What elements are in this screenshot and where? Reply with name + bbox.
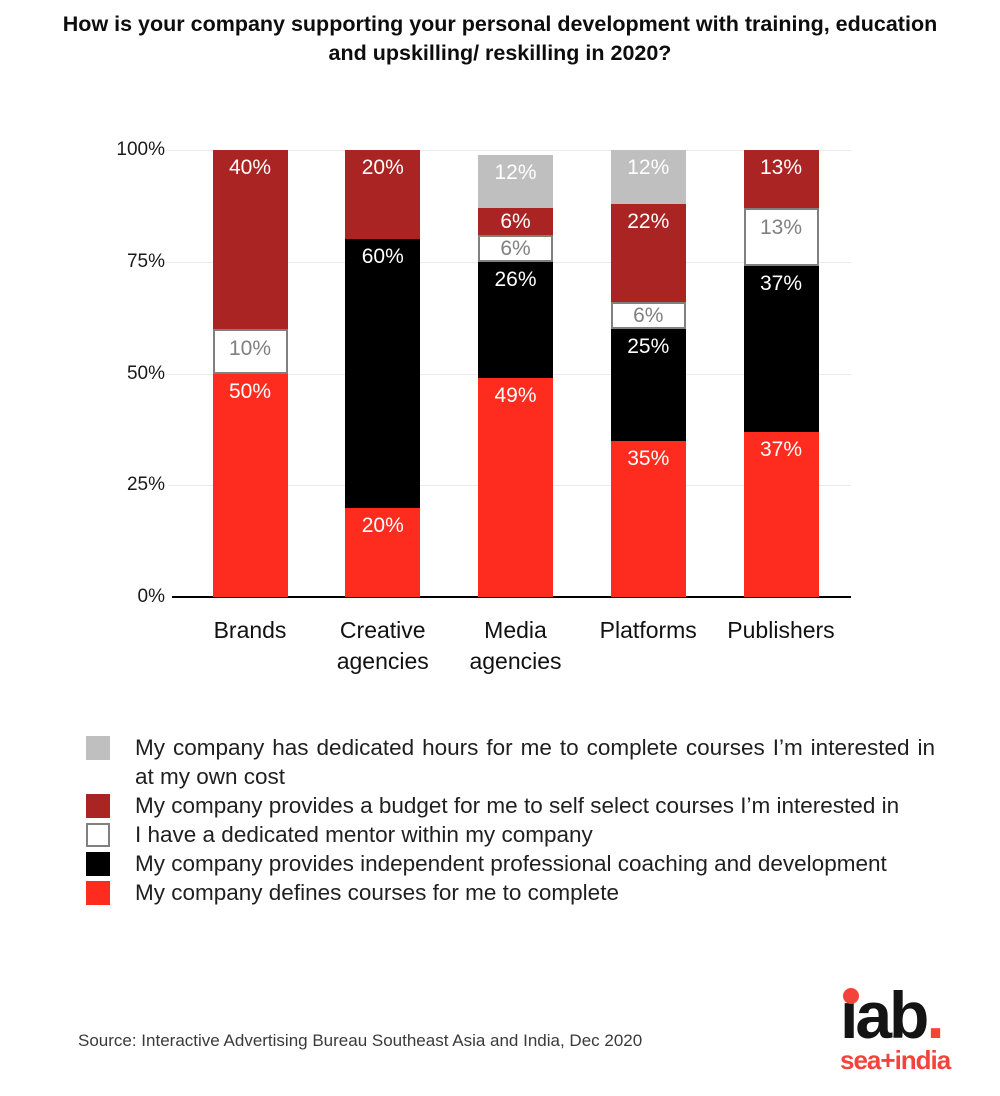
x-axis-label: Creative agencies	[336, 617, 429, 674]
bar-publishers: 37% 37% 13% 13%	[743, 150, 819, 597]
plot-area: 100% 75% 50% 25% 0% 50% 10% 40% 20% 60% 20% 49% 26% 6…	[116, 139, 851, 607]
legend-item: My company provides a budget for me to s…	[86, 791, 942, 820]
bar-creative-agencies: 20% 60% 20%	[345, 150, 421, 597]
bar-segment-label: 13%	[759, 156, 803, 180]
bar-segment: 6%	[610, 302, 686, 329]
bar-segment-label: 12%	[627, 156, 670, 180]
bar-segment-label: 6%	[500, 236, 531, 260]
bar-segment-label: 6%	[500, 210, 531, 234]
bar-segment-label: 60%	[361, 245, 404, 269]
y-tick-label: 50%	[126, 362, 165, 384]
bar-segment-label: 50%	[228, 379, 272, 403]
bar-segment-label: 6%	[633, 303, 664, 327]
legend-label: My company defines courses for me to com…	[135, 880, 619, 905]
bar-segment-label: 49%	[494, 383, 537, 407]
x-axis-label: Media agencies	[469, 617, 562, 674]
bar-segment: 37%	[743, 431, 819, 597]
legend-swatch-budget	[86, 794, 110, 818]
y-tick-label: 100%	[116, 139, 165, 160]
legend-item: My company provides independent professi…	[86, 849, 942, 878]
legend-swatch-dedicated-hours	[86, 736, 110, 760]
legend-item: My company defines courses for me to com…	[86, 878, 942, 907]
legend: My company has dedicated hours for me to…	[86, 733, 942, 907]
bar-segment: 20%	[345, 150, 421, 240]
bar-segment: 50%	[212, 373, 288, 597]
bar-segment-label: 10%	[228, 336, 272, 360]
bar-media-agencies: 49% 26% 6% 6% 12%	[478, 150, 553, 597]
bar-segment-label: 37%	[759, 437, 803, 461]
bar-segment-label: 37%	[759, 272, 803, 296]
bar-segment: 37%	[743, 266, 819, 432]
legend-swatch-coaching	[86, 852, 110, 876]
bar-platforms: 35% 25% 6% 22% 12%	[610, 150, 686, 597]
legend-swatch-mentor	[86, 823, 110, 847]
bar-segment-label: 12%	[494, 160, 537, 184]
y-tick-label: 75%	[126, 250, 165, 272]
x-axis-label: Publishers	[727, 617, 835, 643]
bar-segment: 6%	[478, 208, 553, 235]
bar-segment: 13%	[743, 150, 819, 209]
bar-segment: 20%	[345, 507, 421, 597]
bar-segment-label: 13%	[759, 216, 803, 240]
x-axis-label: Platforms	[599, 617, 697, 643]
bar-segment: 40%	[212, 150, 288, 329]
chart-title: How is your company supporting your pers…	[62, 12, 938, 65]
bar-segment: 26%	[478, 261, 553, 378]
bar-segment-label: 20%	[361, 513, 404, 537]
iab-logo-subtext: sea+india	[840, 1045, 951, 1075]
bar-segment: 6%	[478, 234, 553, 262]
iab-logo-word: ıab.	[840, 982, 990, 1048]
y-tick-label: 25%	[126, 474, 165, 496]
bar-brands: 50% 10% 40%	[212, 150, 288, 597]
gridline	[168, 150, 851, 151]
bar-segment: 22%	[610, 203, 686, 302]
legend-label: My company provides independent professi…	[135, 851, 887, 876]
source-note: Source: Interactive Advertising Bureau S…	[78, 1031, 643, 1050]
iab-logo: ıab. sea+india	[840, 982, 990, 1074]
bar-segment: 49%	[478, 377, 553, 597]
legend-label: I have a dedicated mentor within my comp…	[135, 822, 593, 847]
legend-swatch-defined-courses	[86, 881, 110, 905]
iab-logo-i-dot-icon	[843, 988, 859, 1004]
bar-segment: 25%	[610, 328, 686, 441]
legend-item: I have a dedicated mentor within my comp…	[86, 820, 942, 849]
legend-label: My company provides a budget for me to s…	[135, 793, 900, 818]
bar-segment-label: 35%	[627, 446, 670, 470]
bar-segment: 13%	[743, 208, 819, 267]
x-axis-label: Brands	[213, 617, 287, 643]
bar-segment: 60%	[345, 239, 421, 508]
y-tick-label: 0%	[137, 586, 165, 607]
bar-segment: 12%	[610, 150, 686, 204]
bar-segment-label: 26%	[494, 267, 537, 291]
bar-segment: 35%	[610, 440, 686, 597]
bar-segment: 12%	[478, 154, 553, 209]
bar-segment-label: 20%	[361, 156, 404, 180]
bar-segment-label: 25%	[627, 334, 670, 358]
legend-item: My company has dedicated hours for me to…	[86, 733, 942, 791]
bar-segment: 10%	[212, 328, 288, 374]
legend-label: My company has dedicated hours for me to…	[135, 735, 935, 789]
bar-segment-label: 40%	[228, 156, 272, 180]
iab-logo-period: .	[926, 978, 945, 1052]
bar-segment-label: 22%	[627, 209, 670, 233]
